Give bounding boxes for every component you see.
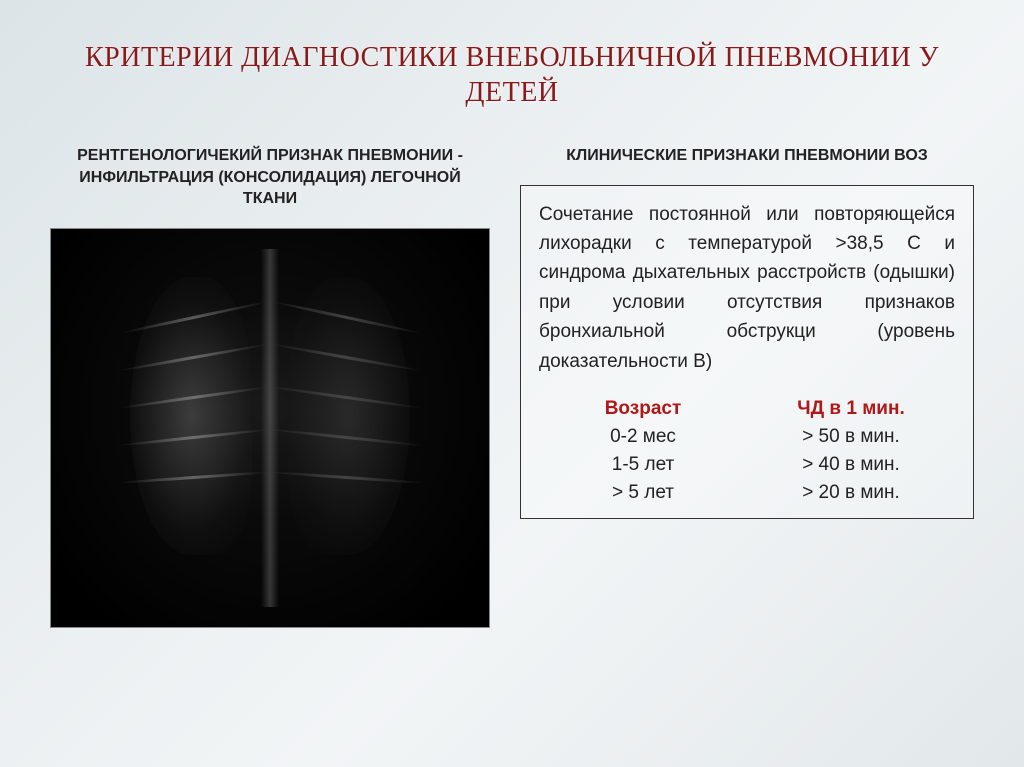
- xray-rib: [118, 343, 269, 373]
- table-cell: > 20 в мин.: [747, 482, 955, 504]
- xray-rib: [271, 300, 422, 335]
- slide: КРИТЕРИИ ДИАГНОСТИКИ ВНЕБОЛЬНИЧНОЙ ПНЕВМ…: [0, 0, 1024, 658]
- table-cell: > 40 в мин.: [747, 454, 955, 476]
- xray-image: [50, 228, 490, 628]
- table-cell: 1-5 лет: [539, 454, 747, 476]
- page-title: КРИТЕРИИ ДИАГНОСТИКИ ВНЕБОЛЬНИЧНОЙ ПНЕВМ…: [50, 40, 974, 110]
- right-column: КЛИНИЧЕСКИЕ ПРИЗНАКИ ПНЕВМОНИИ ВОЗ Сочет…: [520, 145, 974, 628]
- xray-rib: [118, 300, 269, 335]
- columns-container: РЕНТГЕНОЛОГИЧЕКИЙ ПРИЗНАК ПНЕВМОНИИ - ИН…: [50, 145, 974, 628]
- age-rate-table: Возраст ЧД в 1 мин. 0-2 мес > 50 в мин. …: [539, 398, 955, 504]
- xray-rib: [270, 470, 423, 484]
- xray-rib: [117, 428, 270, 447]
- xray-rib: [271, 343, 422, 373]
- left-column: РЕНТГЕНОЛОГИЧЕКИЙ ПРИЗНАК ПНЕВМОНИИ - ИН…: [50, 145, 490, 628]
- xray-subheading: РЕНТГЕНОЛОГИЧЕКИЙ ПРИЗНАК ПНЕВМОНИИ - ИН…: [50, 145, 490, 210]
- table-cell: > 5 лет: [539, 482, 747, 504]
- table-cell: 0-2 мес: [539, 426, 747, 448]
- xray-rib: [271, 385, 423, 409]
- xray-rib: [270, 428, 423, 447]
- clinical-paragraph: Сочетание постоянной или повторяющейся л…: [539, 200, 955, 377]
- xray-rib: [117, 385, 269, 409]
- xray-rib: [117, 470, 270, 484]
- clinical-subheading: КЛИНИЧЕСКИЕ ПРИЗНАКИ ПНЕВМОНИИ ВОЗ: [520, 145, 974, 167]
- table-cell: > 50 в мин.: [747, 426, 955, 448]
- table-header-age: Возраст: [539, 398, 747, 420]
- clinical-box: Сочетание постоянной или повторяющейся л…: [520, 185, 974, 520]
- table-header-rate: ЧД в 1 мин.: [747, 398, 955, 420]
